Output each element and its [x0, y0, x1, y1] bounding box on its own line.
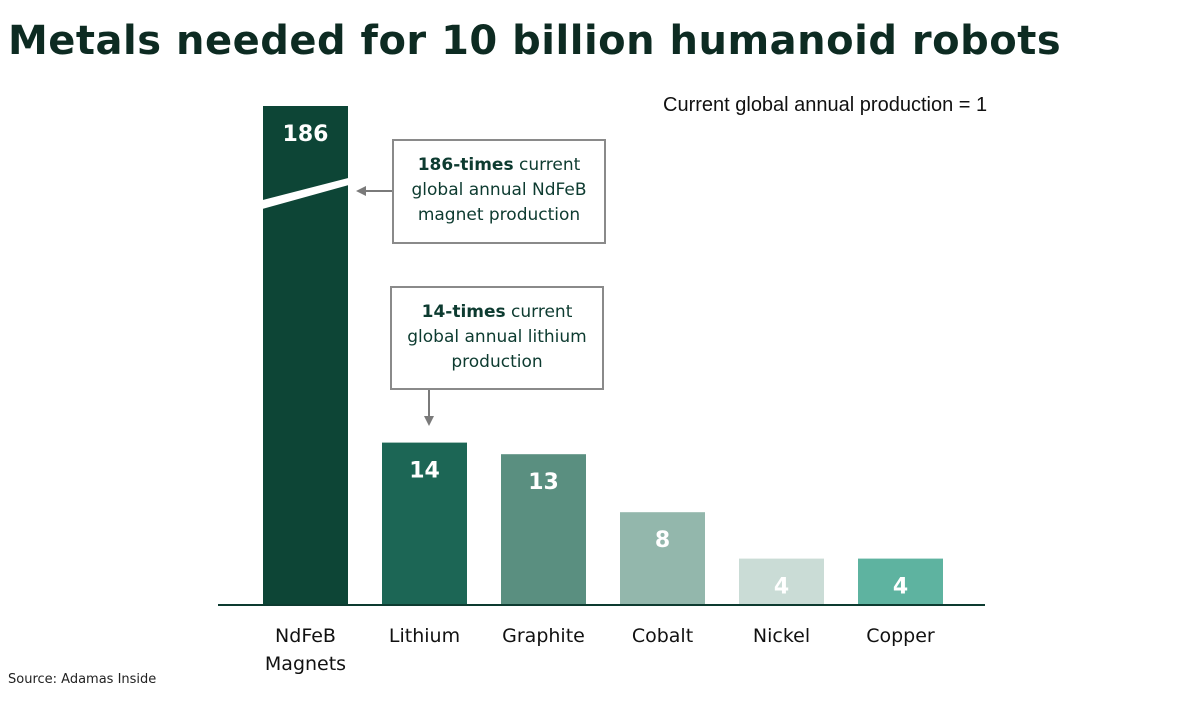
callout-arrowhead-lithium [424, 416, 434, 426]
bar-cobalt [620, 512, 705, 605]
bar-nickel [739, 558, 824, 605]
bar-copper [858, 558, 943, 605]
bar-value-cobalt: 8 [655, 528, 670, 553]
bar-value-ndfeb-magnets: 186 [283, 122, 329, 147]
callout-lithium-text-3: production [451, 352, 543, 372]
category-label-graphite: Graphite [502, 625, 585, 647]
chart-title: Metals needed for 10 billion humanoid ro… [8, 18, 1062, 64]
axis-break-mark [255, 176, 356, 211]
category-label-copper: Copper [866, 625, 935, 647]
callout-lithium: 14-times current global annual lithium p… [390, 286, 604, 390]
bar-graphite [501, 454, 586, 605]
callout-lithium-bold: 14-times [421, 302, 506, 322]
callout-arrowhead-ndfeb [356, 186, 366, 196]
bar-ndfeb-magnets [263, 106, 348, 605]
bar-value-lithium: 14 [409, 459, 440, 484]
chart-note: Current global annual production = 1 [663, 94, 988, 116]
callout-ndfeb: 186-times current global annual NdFeB ma… [392, 139, 606, 244]
category-label-lithium: Lithium [389, 625, 460, 647]
bar-value-copper: 4 [893, 575, 908, 600]
bar-value-graphite: 13 [528, 470, 559, 495]
callout-ndfeb-text-1: current [513, 155, 581, 175]
callout-ndfeb-text-2: global annual NdFeB [411, 180, 587, 200]
callout-ndfeb-bold: 186-times [417, 155, 514, 175]
category-label-nickel: Nickel [753, 625, 810, 647]
source-note: Source: Adamas Inside [8, 672, 157, 687]
bar-lithium [382, 442, 467, 605]
callout-lithium-text-1: current [505, 302, 573, 322]
category-label-cobalt: Cobalt [632, 625, 693, 647]
bar-value-nickel: 4 [774, 575, 789, 600]
callout-lithium-text-2: global annual lithium [407, 327, 587, 347]
callout-ndfeb-text-3: magnet production [417, 205, 581, 225]
category-label-ndfeb-magnets: NdFeB Magnets [265, 625, 346, 675]
